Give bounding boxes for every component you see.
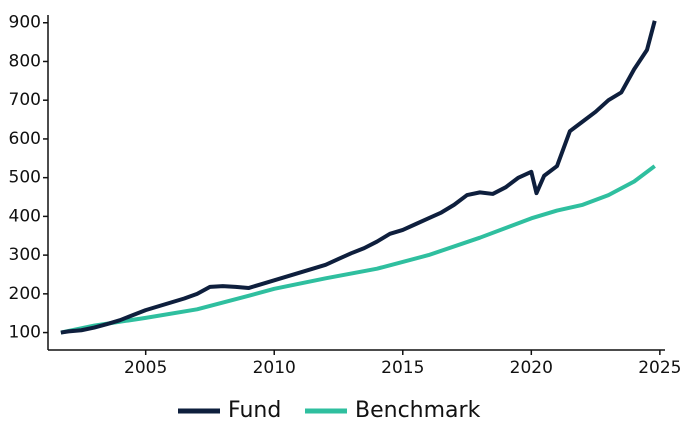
y-tick-label: 500 xyxy=(9,168,41,188)
y-tick-label: 900 xyxy=(9,13,41,33)
y-tick-label: 300 xyxy=(9,245,41,265)
x-tick-label: 2025 xyxy=(638,358,681,378)
x-tick-label: 2010 xyxy=(253,358,296,378)
x-tick-label: 2005 xyxy=(124,358,167,378)
legend-label: Fund xyxy=(228,398,281,423)
y-tick-label: 400 xyxy=(9,206,41,226)
y-tick-label: 700 xyxy=(9,90,41,110)
series-line xyxy=(60,20,657,335)
x-tick-label: 2020 xyxy=(510,358,553,378)
legend-label: Benchmark xyxy=(355,398,481,423)
x-tick-label: 2015 xyxy=(381,358,424,378)
series-line xyxy=(60,164,656,335)
y-tick-label: 200 xyxy=(9,284,41,304)
y-tick-label: 800 xyxy=(9,51,41,71)
y-tick-label: 100 xyxy=(9,323,41,343)
y-tick-label: 600 xyxy=(9,129,41,149)
